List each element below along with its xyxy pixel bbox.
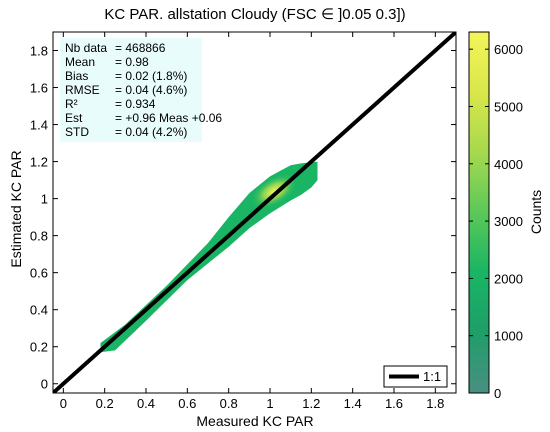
colorbar-tick-label: 4000 [494, 157, 523, 172]
x-tick-label: 1.6 [385, 396, 403, 411]
y-tick-label: 0.8 [30, 229, 48, 244]
stats-value: = 0.04 (4.6%) [115, 83, 187, 97]
colorbar-tick-label: 0 [494, 386, 501, 401]
stats-key: STD [65, 125, 89, 139]
y-tick-label: 0.6 [30, 266, 48, 281]
colorbar-label: Counts [528, 190, 544, 234]
stats-key: RMSE [65, 83, 100, 97]
x-tick-label: 1.8 [426, 396, 444, 411]
colorbar: 0 1000 2000 3000 4000 5000 6000 Counts [468, 31, 544, 401]
stats-key: Mean [65, 55, 95, 69]
y-tick-label: 1.8 [30, 44, 48, 59]
stats-value: = 0.98 [115, 55, 149, 69]
y-axis-label: Estimated KC PAR [8, 150, 24, 267]
y-tick-label: 0.2 [30, 340, 48, 355]
density-region [100, 161, 318, 353]
y-axis-ticks: 0 0.2 0.4 0.6 0.8 1 1.2 1.4 1.6 1.8 [30, 44, 456, 392]
x-tick-label: 0.4 [137, 396, 155, 411]
stats-value: = 0.02 (1.8%) [115, 69, 187, 83]
stats-box: Nb data = 468866 Mean = 0.98 Bias = 0.02 (1.8… [60, 38, 222, 142]
stats-value: = +0.96 Meas +0.06 [115, 111, 222, 125]
plot-border [52, 31, 457, 394]
y-tick-label: 1.2 [30, 155, 48, 170]
stats-key: Bias [65, 69, 88, 83]
y-tick-label: 0 [41, 377, 48, 392]
colorbar-tick-label: 5000 [494, 99, 523, 114]
x-tick-label: 1.2 [302, 396, 320, 411]
stats-value: = 0.934 [115, 97, 156, 111]
stats-key: Est [65, 111, 83, 125]
chart-title: KC PAR. allstation Cloudy (FSC ∈ ]0.05 0… [104, 6, 405, 23]
x-axis-ticks: 0 0.2 0.4 0.6 0.8 1 1.2 1.4 1.6 1.8 [60, 32, 444, 411]
y-tick-label: 1.6 [30, 81, 48, 96]
x-tick-label: 1.4 [344, 396, 362, 411]
x-tick-label: 0 [60, 396, 67, 411]
legend: 1:1 [383, 365, 448, 388]
x-tick-label: 0.6 [178, 396, 196, 411]
colorbar-tick-label: 6000 [494, 42, 523, 57]
x-axis-label: Measured KC PAR [196, 413, 313, 429]
colorbar-tick-label: 1000 [494, 329, 523, 344]
stats-key: Nb data [65, 41, 107, 55]
colorbar-gradient [468, 31, 490, 394]
stats-key: R² [65, 97, 78, 111]
colorbar-ticks: 0 1000 2000 3000 4000 5000 6000 [469, 42, 523, 401]
stats-value: = 468866 [115, 41, 166, 55]
legend-label: 1:1 [423, 369, 441, 384]
x-tick-label: 0.2 [96, 396, 114, 411]
colorbar-tick-label: 2000 [494, 271, 523, 286]
stats-value: = 0.04 (4.2%) [115, 125, 187, 139]
y-tick-label: 0.4 [30, 303, 48, 318]
y-tick-label: 1 [41, 192, 48, 207]
one-to-one-line [53, 32, 456, 393]
x-tick-label: 0.8 [220, 396, 238, 411]
y-tick-label: 1.4 [30, 118, 48, 133]
colorbar-tick-label: 3000 [494, 214, 523, 229]
stats-background [60, 38, 202, 142]
x-tick-label: 1 [266, 396, 273, 411]
